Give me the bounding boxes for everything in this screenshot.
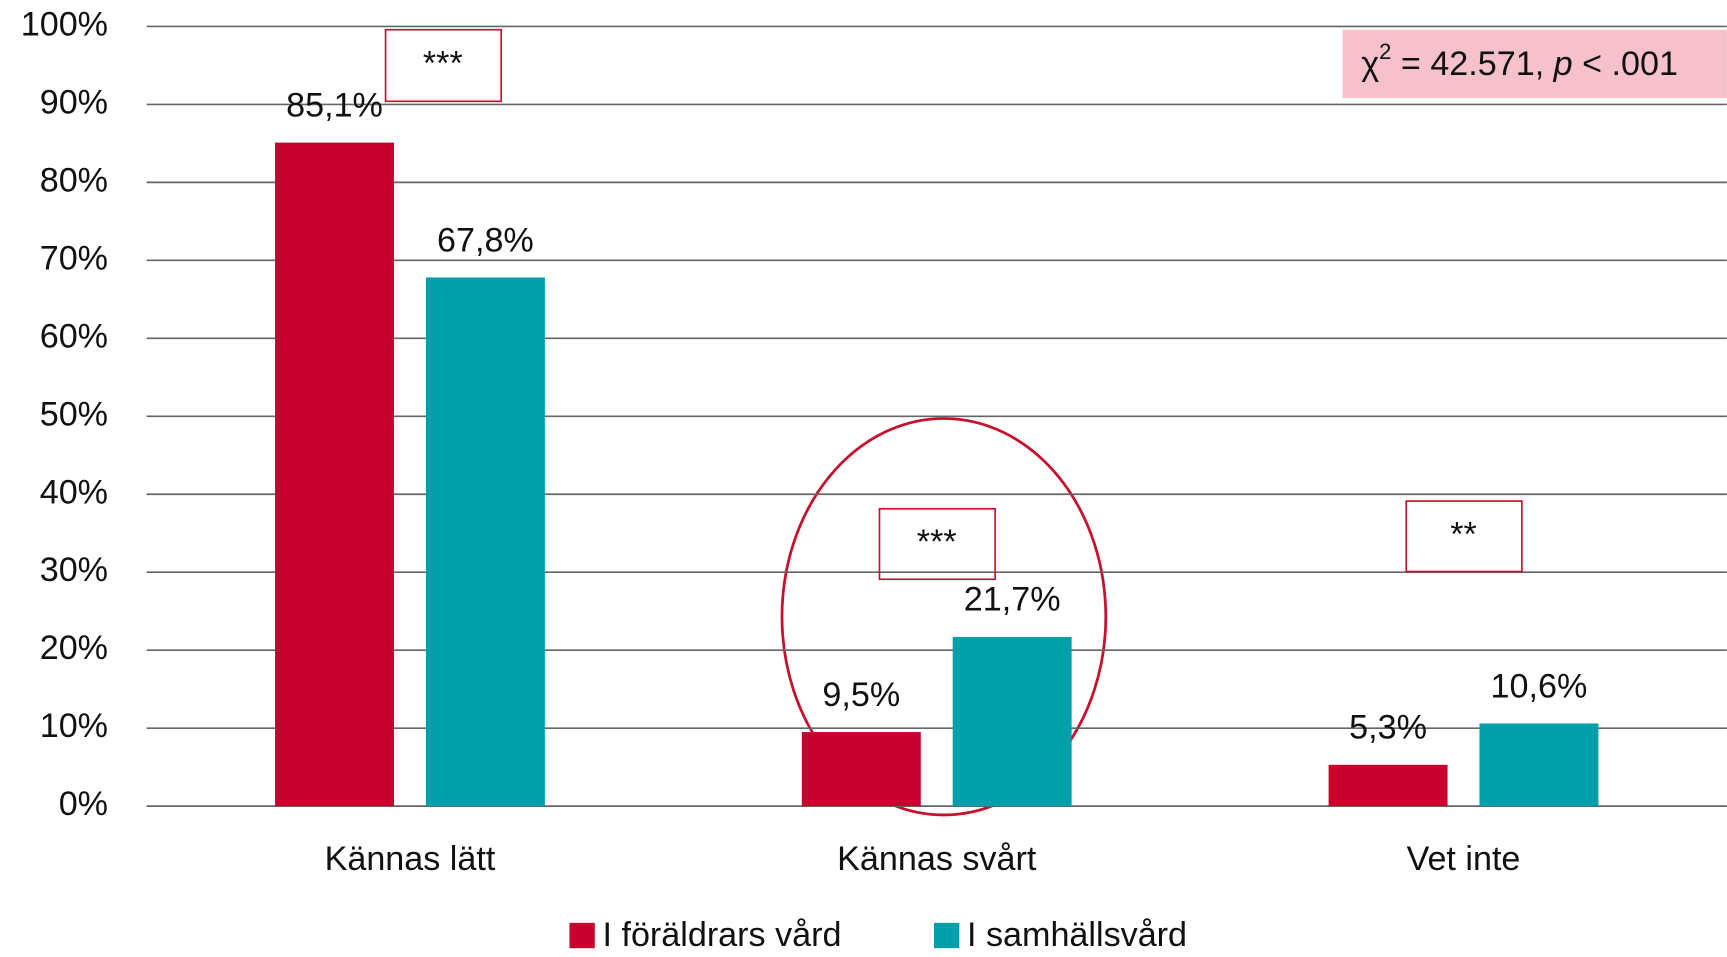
stat-box (1342, 29, 1727, 99)
bar (801, 732, 921, 807)
highlight-ellipse (780, 417, 1108, 817)
legend-swatch (933, 922, 960, 949)
significance-label: ** (1450, 515, 1477, 553)
legend-swatch (569, 922, 595, 949)
bar (425, 277, 545, 807)
stat-p-text: < .001 (1573, 45, 1678, 83)
value-label: 10,6% (1491, 667, 1588, 705)
y-tick-label: 40% (40, 473, 108, 511)
x-tick-label: Vet inte (1407, 840, 1521, 878)
bar (952, 636, 1072, 807)
significance-box (384, 28, 503, 103)
y-tick-label: 90% (40, 83, 108, 121)
value-label: 21,7% (964, 581, 1061, 619)
significance-box (878, 507, 996, 581)
x-tick-label: Kännas lätt (325, 840, 496, 878)
y-tick-label: 30% (40, 551, 108, 589)
stat-p: p (1553, 45, 1573, 83)
significance-box (1405, 500, 1523, 573)
value-label: 5,3% (1349, 709, 1427, 747)
bar (1328, 764, 1448, 807)
value-label: 67,8% (437, 221, 534, 259)
significance-label: *** (423, 45, 463, 83)
stat-text: χ2 = 42.571, p < .001 (1361, 39, 1678, 83)
y-tick-label: 10% (40, 707, 108, 745)
significance-label: *** (917, 523, 957, 561)
stat-value: = 42.571, (1391, 45, 1553, 83)
value-label: 9,5% (822, 676, 900, 714)
y-tick-label: 80% (40, 161, 108, 199)
y-tick-label: 0% (59, 785, 108, 823)
bar (275, 142, 394, 807)
bar (1479, 723, 1599, 807)
stat-superscript: 2 (1379, 39, 1391, 64)
y-tick-label: 70% (40, 239, 108, 277)
legend-label: I samhällsvård (967, 916, 1187, 954)
x-tick-label: Kännas svårt (837, 840, 1037, 878)
legend-label: I föräldrars vård (603, 916, 842, 954)
y-tick-label: 20% (40, 629, 108, 667)
y-tick-label: 100% (21, 5, 108, 43)
y-tick-label: 50% (40, 395, 108, 433)
y-tick-label: 60% (40, 317, 108, 355)
value-label: 85,1% (286, 86, 383, 124)
stat-symbol: χ (1361, 45, 1379, 83)
